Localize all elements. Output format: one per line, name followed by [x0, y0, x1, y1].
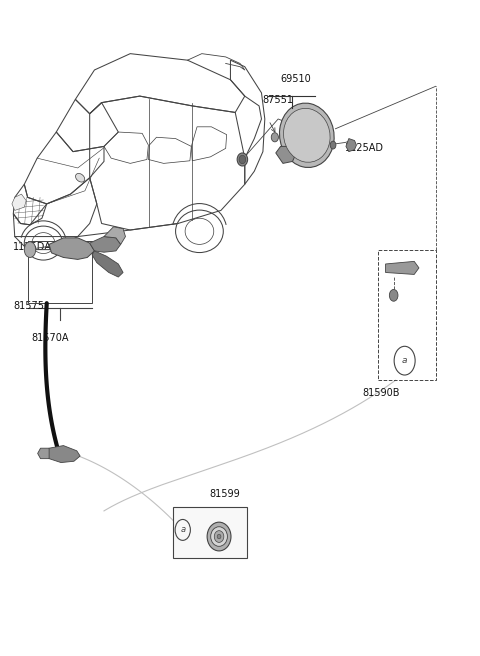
Text: a: a	[180, 525, 185, 535]
Polygon shape	[47, 445, 80, 462]
Ellipse shape	[284, 108, 330, 162]
Text: 81590B: 81590B	[362, 388, 399, 398]
Ellipse shape	[207, 522, 231, 551]
Text: 87551: 87551	[262, 94, 293, 104]
Text: 81575: 81575	[13, 302, 44, 312]
Polygon shape	[346, 138, 357, 152]
Ellipse shape	[211, 527, 228, 546]
Text: a: a	[402, 356, 408, 365]
Polygon shape	[385, 261, 419, 274]
Circle shape	[389, 289, 398, 301]
Circle shape	[24, 242, 36, 257]
Text: 81599: 81599	[209, 489, 240, 499]
Ellipse shape	[279, 103, 334, 167]
Circle shape	[330, 141, 336, 149]
Polygon shape	[104, 227, 125, 245]
Ellipse shape	[75, 173, 85, 182]
Ellipse shape	[237, 153, 248, 166]
Text: 1125AD: 1125AD	[345, 144, 384, 154]
Polygon shape	[276, 146, 296, 163]
Text: 69510: 69510	[280, 74, 311, 85]
Ellipse shape	[239, 155, 246, 164]
Text: 81570A: 81570A	[31, 333, 69, 342]
Text: 1125DA: 1125DA	[13, 241, 52, 251]
Polygon shape	[92, 251, 123, 277]
Ellipse shape	[271, 133, 278, 142]
Polygon shape	[12, 194, 26, 211]
FancyBboxPatch shape	[173, 507, 247, 558]
Polygon shape	[37, 448, 49, 459]
Ellipse shape	[217, 534, 221, 539]
Polygon shape	[90, 237, 120, 252]
Polygon shape	[49, 238, 95, 259]
Ellipse shape	[214, 531, 224, 543]
